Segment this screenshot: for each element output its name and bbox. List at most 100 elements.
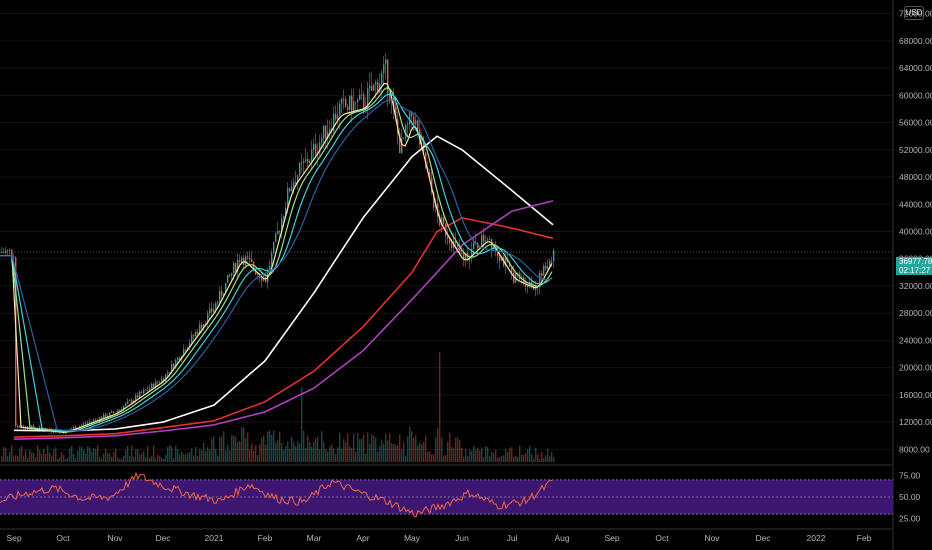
price-axis[interactable]: 72000.00 68000.00 64000.00 60000.00 56000.00…: [899, 9, 932, 524]
volume-bar: [277, 440, 279, 462]
volume-bar: [477, 447, 479, 462]
volume-bar: [547, 448, 549, 462]
candle-body: [497, 250, 499, 257]
candle-body: [15, 257, 17, 427]
candle-body: [505, 258, 507, 266]
currency-label[interactable]: USD: [904, 6, 924, 20]
volume-bar: [439, 352, 441, 462]
candle-body: [17, 426, 19, 428]
price-tick-label: 52000.00: [899, 145, 932, 155]
candle-body: [277, 230, 279, 234]
candle-body: [297, 175, 299, 184]
volume-bar: [9, 452, 11, 462]
volume-bar: [375, 437, 377, 462]
volume-bar: [299, 443, 301, 462]
volume-bar: [423, 441, 425, 462]
candle-body: [227, 274, 229, 283]
rsi-tick-label: 25.00: [899, 513, 921, 523]
volume-bar: [23, 455, 25, 462]
volume-bar: [421, 444, 423, 462]
volume-bar: [487, 446, 489, 462]
volume-bar: [317, 436, 319, 462]
volume-bar: [409, 426, 411, 462]
volume-bar: [329, 446, 331, 462]
candle-body: [489, 239, 491, 240]
candle-body: [429, 171, 431, 178]
volume-bar: [341, 448, 343, 462]
volume-bar: [221, 436, 223, 462]
candle-body: [549, 260, 551, 267]
volume-bar: [345, 442, 347, 462]
volume-bar: [13, 456, 15, 462]
candle-body: [355, 101, 357, 103]
candle-body: [335, 113, 337, 120]
volume-bar: [217, 455, 219, 462]
volume-bar: [187, 453, 189, 462]
volume-bar: [247, 432, 249, 462]
volume-bar: [233, 435, 235, 462]
volume-bar: [91, 451, 93, 462]
volume-bar: [195, 446, 197, 462]
time-tick-label: Jun: [455, 533, 469, 543]
volume-bar: [437, 428, 439, 462]
volume-bar: [239, 441, 241, 462]
price-tick-label: 64000.00: [899, 63, 932, 73]
volume-bar: [119, 458, 121, 462]
time-tick-label: Sep: [6, 533, 21, 543]
moving-averages: [0, 82, 554, 440]
candle-body: [315, 144, 317, 155]
candle-body: [99, 417, 101, 421]
volume-bar: [271, 434, 273, 462]
price-tick-label: 8000.00: [899, 444, 930, 454]
volume-bar: [155, 458, 157, 462]
candle-body: [409, 111, 411, 125]
volume-bar: [309, 442, 311, 462]
volume-bar: [241, 427, 243, 462]
volume-bar: [377, 451, 379, 462]
volume-bar: [435, 437, 437, 462]
volume-bar: [117, 457, 119, 462]
candle-body: [341, 98, 343, 104]
candle-body: [413, 116, 415, 125]
volume-bar: [129, 456, 131, 462]
candle-body: [115, 412, 117, 414]
candle-body: [5, 250, 7, 253]
time-axis[interactable]: Sep Oct Nov Dec 2021 Feb Mar Apr May Jun Jul Aug Sep…: [6, 533, 871, 543]
volume-bar: [281, 443, 283, 462]
candle-body: [547, 266, 549, 269]
volume-bar: [103, 453, 105, 462]
candle-body: [85, 423, 87, 425]
volume-bar: [123, 455, 125, 462]
candle-body: [161, 378, 163, 383]
volume-bar: [443, 455, 445, 462]
candle-body: [285, 207, 287, 217]
time-tick-label: Jul: [507, 533, 518, 543]
volume-bar: [207, 446, 209, 462]
volume-bar: [529, 445, 531, 462]
candle-body: [273, 241, 275, 254]
volume-bar: [219, 436, 221, 462]
volume-bar: [203, 442, 205, 462]
volume-bar: [257, 455, 259, 462]
volume-bar: [339, 432, 341, 462]
volume-bar: [53, 449, 55, 462]
time-tick-label: Dec: [155, 533, 171, 543]
volume-bar: [367, 432, 369, 462]
rsi-tick-label: 50.00: [899, 492, 921, 502]
candle-body: [117, 410, 119, 413]
candle-body: [381, 73, 383, 84]
candle-body: [411, 111, 413, 117]
candle-body: [525, 282, 527, 287]
candle-body: [305, 159, 307, 162]
candle-body: [443, 217, 445, 224]
candle-body: [199, 324, 201, 335]
candle-body: [371, 85, 373, 91]
candle-body: [245, 256, 247, 266]
volume-bar: [337, 447, 339, 462]
volume-bar: [197, 455, 199, 462]
candle-body: [101, 417, 103, 419]
volume-bar: [295, 446, 297, 462]
volume-bar: [97, 445, 99, 462]
volume-bar: [75, 458, 77, 462]
